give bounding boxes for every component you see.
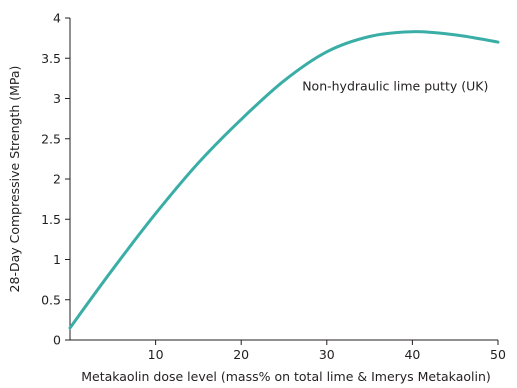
y-tick-label: 0 — [53, 333, 61, 348]
y-tick-label: 4 — [53, 11, 61, 26]
series-line-lime-putty — [68, 30, 500, 330]
y-tick-label: 3 — [53, 91, 61, 106]
y-tick-label: 1 — [53, 252, 61, 267]
series-layer — [68, 30, 500, 330]
x-tick-label: 10 — [148, 347, 164, 362]
x-tick-label: 30 — [319, 347, 335, 362]
x-axis-label: Metakaolin dose level (mass% on total li… — [81, 369, 491, 384]
y-axis-label: 28-Day Compressive Strength (MPa) — [7, 66, 22, 293]
y-tick-label: 2 — [53, 172, 61, 187]
y-tick-label: 1.5 — [41, 212, 61, 227]
y-tick-label: 0.5 — [41, 292, 61, 307]
annotation-layer: Non-hydraulic lime putty (UK) — [302, 78, 488, 93]
y-tick-label: 2.5 — [41, 131, 61, 146]
y-tick-label: 3.5 — [41, 51, 61, 66]
y-axis-ticks: 0 0.5 1 1.5 2 2.5 3 3.5 4 — [41, 11, 70, 348]
x-tick-label: 50 — [490, 347, 506, 362]
chart-axes — [69, 18, 498, 341]
series-annotation: Non-hydraulic lime putty (UK) — [302, 78, 488, 93]
x-axis-ticks: 10 20 30 40 50 — [148, 340, 506, 362]
x-tick-label: 40 — [404, 347, 420, 362]
x-tick-label: 20 — [233, 347, 249, 362]
